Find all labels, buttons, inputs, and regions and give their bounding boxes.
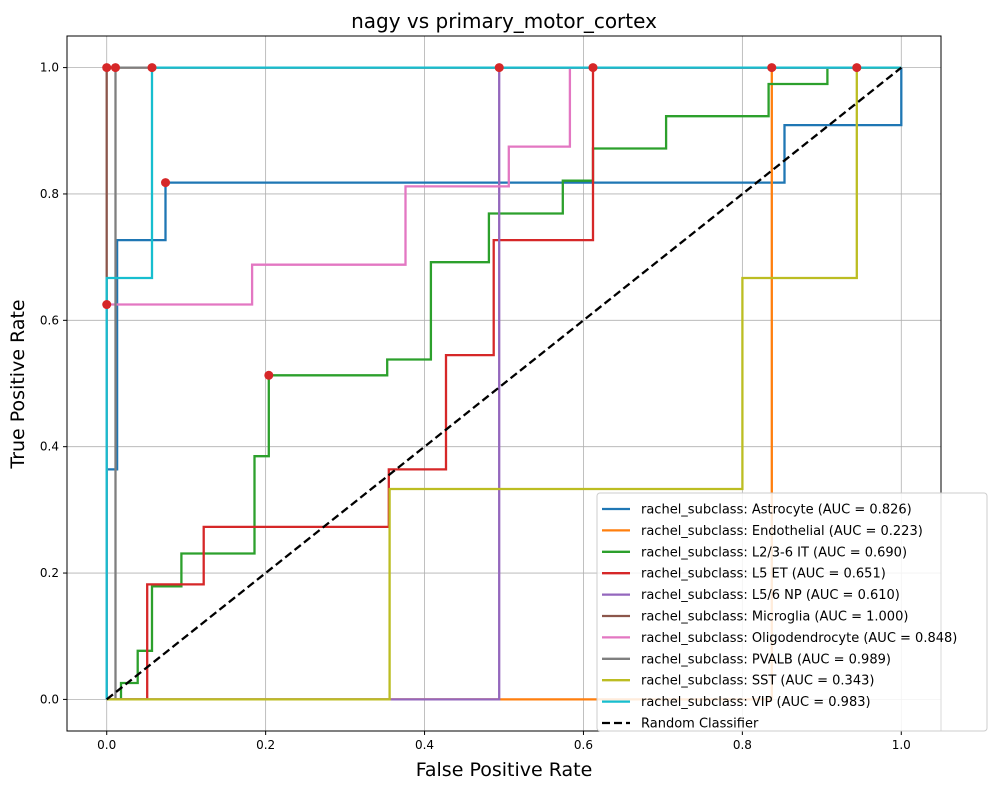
legend-label-9: rachel_subclass: VIP (AUC = 0.983) xyxy=(641,695,871,710)
threshold-marker-9 xyxy=(264,370,274,380)
legend-label-5: rachel_subclass: Microglia (AUC = 1.000) xyxy=(641,610,908,625)
legend-label-10: Random Classifier xyxy=(641,717,759,732)
series-line-8 xyxy=(106,66,902,701)
x-tick-label-2: 0.4 xyxy=(415,738,434,752)
legend-label-3: rachel_subclass: L5 ET (AUC = 0.651) xyxy=(641,567,886,582)
threshold-marker-3 xyxy=(494,63,504,73)
threshold-marker-8 xyxy=(102,300,112,310)
legend-box xyxy=(596,492,988,732)
x-tick-label-5: 1.0 xyxy=(892,738,911,752)
chart-title: nagy vs primary_motor_cortex xyxy=(351,9,657,33)
x-tick-label-0: 0.0 xyxy=(97,738,116,752)
threshold-marker-1 xyxy=(110,63,120,73)
y-tick-label-3: 0.6 xyxy=(40,313,59,327)
series-layer xyxy=(105,66,903,701)
threshold-marker-0 xyxy=(102,63,112,73)
y-tick-label-0: 0.0 xyxy=(40,692,59,706)
legend-label-0: rachel_subclass: Astrocyte (AUC = 0.826) xyxy=(641,503,912,518)
series-line-9 xyxy=(105,66,902,700)
threshold-marker-7 xyxy=(161,178,171,188)
legend-label-1: rachel_subclass: Endothelial (AUC = 0.22… xyxy=(641,524,923,539)
legend: rachel_subclass: Astrocyte (AUC = 0.826)… xyxy=(596,492,988,732)
y-tick-label-1: 0.2 xyxy=(40,566,59,580)
legend-label-4: rachel_subclass: L5/6 NP (AUC = 0.610) xyxy=(641,588,900,603)
series-line-2 xyxy=(106,66,902,701)
series-line-0 xyxy=(105,67,903,700)
threshold-marker-4 xyxy=(588,63,598,73)
x-axis-title: False Positive Rate xyxy=(416,759,593,781)
y-tick-label-4: 0.8 xyxy=(40,187,59,201)
x-tick-label-3: 0.6 xyxy=(574,738,593,752)
legend-label-8: rachel_subclass: SST (AUC = 0.343) xyxy=(641,674,874,689)
y-tick-label-5: 1.0 xyxy=(40,61,59,75)
series-line-3 xyxy=(106,66,902,701)
threshold-marker-2 xyxy=(147,63,157,73)
y-axis-title: True Positive Rate xyxy=(7,299,29,469)
threshold-marker-5 xyxy=(767,63,777,73)
marker-layer xyxy=(102,63,862,380)
y-tick-label-2: 0.4 xyxy=(40,440,59,454)
legend-label-6: rachel_subclass: Oligodendrocyte (AUC = … xyxy=(641,631,957,646)
threshold-marker-6 xyxy=(852,63,862,73)
legend-label-2: rachel_subclass: L2/3-6 IT (AUC = 0.690) xyxy=(641,545,907,560)
series-line-10 xyxy=(105,66,903,701)
tick-layer: 0.0 0.2 0.4 0.6 0.8 1.0 0.0 0.2 0.4 0.6 0.8 1.0 xyxy=(40,61,911,752)
legend-label-7: rachel_subclass: PVALB (AUC = 0.989) xyxy=(641,652,891,667)
x-tick-label-4: 0.8 xyxy=(733,738,752,752)
series-line-6 xyxy=(105,66,902,700)
x-tick-label-1: 0.2 xyxy=(256,738,275,752)
plot-frame xyxy=(66,35,942,732)
